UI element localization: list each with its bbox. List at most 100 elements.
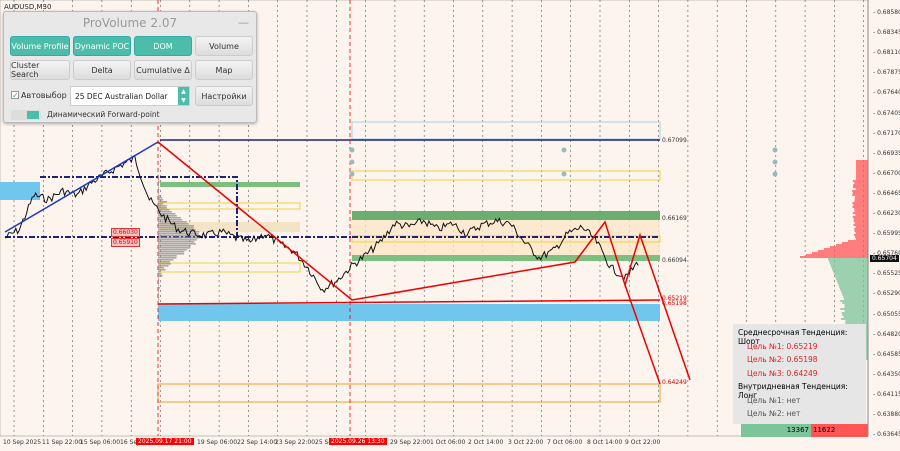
price-tick: - 0.63645 (873, 431, 900, 439)
profile-bar (158, 205, 167, 207)
dom-button[interactable]: DOM (134, 36, 192, 56)
level-label-left2: 0.65910 (111, 238, 140, 247)
time-marker-1[interactable]: 2025.09.17 21:00 (136, 438, 194, 445)
profile-bar (158, 241, 195, 243)
volume-profile-button[interactable]: Volume Profile (10, 36, 70, 56)
buy-volume: 13367 (741, 424, 811, 437)
time-tick: 9 Oct 22:00 (625, 439, 661, 446)
profile-bar (158, 249, 187, 251)
profile-bar (158, 299, 159, 301)
dom-sell-bar (854, 230, 868, 232)
profile-bar (158, 213, 176, 215)
time-tick: 7 Oct 06:00 (547, 439, 583, 446)
dom-sell-bar (852, 192, 868, 194)
dom-sell-bar (852, 180, 868, 182)
dom-buy-bar (828, 260, 868, 262)
intraday-target-1: Цель №1: нет (747, 395, 801, 405)
profile-bar (158, 239, 197, 241)
time-marker-2[interactable]: 2025.09.26 13:30 (329, 438, 387, 445)
dom-buy-bar (832, 268, 868, 270)
profile-bar (158, 177, 159, 179)
instrument-select[interactable]: 25 DEC Australian Dollar ▲ ▼ (70, 86, 190, 106)
minimize-button[interactable]: — (238, 16, 249, 29)
dom-sell-bar (855, 226, 868, 228)
forward-point-toggle[interactable] (11, 110, 41, 120)
time-tick: 15 Sep 06:00 (80, 439, 121, 446)
profile-bar (158, 181, 160, 183)
dom-buy-bar (839, 286, 868, 288)
profile-bar (158, 175, 159, 177)
profile-bar (158, 191, 159, 193)
dom-sell-bar (852, 202, 868, 204)
trendline-red-target (624, 284, 661, 385)
profile-bar (158, 217, 181, 219)
profile-bar (158, 245, 191, 247)
profile-bar (158, 261, 170, 263)
volume-button[interactable]: Volume (195, 36, 253, 56)
dom-buy-bar (834, 274, 868, 276)
profile-bar (158, 209, 170, 211)
autoselect-checkbox[interactable]: ✓ Автовыбор (11, 91, 67, 100)
profile-bar (158, 263, 172, 265)
profile-bar (158, 243, 196, 245)
profile-bar (158, 237, 200, 239)
cumulative-delta-button[interactable]: Cumulative Δ (134, 60, 192, 80)
profile-bar (158, 285, 159, 287)
profile-bar (158, 201, 167, 203)
price-tick: - 0.65290 (873, 290, 900, 298)
settings-button[interactable]: Настройки (195, 86, 253, 106)
chevron-updown-icon: ▲ ▼ (178, 87, 189, 105)
toggle-label: Динамический Forward-point (47, 110, 160, 119)
price-tick: - 0.65055 (873, 310, 900, 318)
instrument-value: 25 DEC Australian Dollar (75, 91, 168, 101)
dom-sell-bar (842, 242, 868, 244)
anchor-dots[interactable] (349, 147, 778, 177)
profile-bar (158, 207, 167, 209)
level-label-red2: 0.65198 (662, 300, 687, 307)
dynamic-poc-button[interactable]: Dynamic POC (73, 36, 131, 56)
trend-info-box: Среднесрочная Тенденция: Шорт Цель №1: 0… (733, 324, 866, 424)
volume-profile-left (158, 175, 200, 301)
map-button[interactable]: Map (195, 60, 253, 80)
price-tick: - 0.67405 (873, 109, 900, 117)
cluster-search-button[interactable]: Cluster Search (10, 60, 70, 80)
dom-sell-bar (852, 194, 868, 196)
price-tick: - 0.68110 (873, 49, 900, 57)
dom-buy-bar (835, 276, 868, 278)
level-label-green-bottom: 0.66094 (662, 257, 687, 264)
profile-bar (158, 221, 187, 223)
level-label-target3: 0.64249 (662, 379, 687, 386)
dom-buy-bar (843, 316, 868, 318)
dom-sell-bar (854, 198, 868, 200)
zone-blue-left (0, 182, 40, 200)
dom-sell-bar (856, 170, 868, 172)
poc-step (40, 176, 238, 237)
profile-bar (158, 281, 159, 283)
dom-sell-bar (812, 252, 868, 254)
profile-bar (158, 247, 191, 249)
profile-bar (158, 231, 200, 233)
dom-buy-bar (841, 292, 868, 294)
delta-button[interactable]: Delta (73, 60, 131, 80)
dom-buy-bar (840, 318, 868, 320)
profile-bar (158, 277, 159, 279)
level-label-left1: 0.66030 (111, 228, 140, 237)
dom-sell-bar (856, 164, 868, 166)
dom-buy-bar (844, 306, 868, 308)
dom-buy-bar (831, 266, 868, 268)
time-tick: 8 Oct 14:00 (587, 439, 623, 446)
level-label-red1: 0.65219 (662, 295, 687, 302)
medium-target-3: Цель №3: 0.64249 (747, 368, 818, 378)
provolume-panel[interactable]: ProVolume 2.07 — Volume Profile Dynamic … (3, 11, 257, 123)
dom-sell-bar (836, 244, 868, 246)
trendline-blue (4, 141, 159, 233)
zone-beige-left (160, 222, 300, 232)
price-tick: - 0.64350 (873, 370, 900, 378)
medium-target-2: Цель №2: 0.65198 (747, 355, 818, 364)
time-tick: 1 Oct 06:00 (430, 439, 466, 446)
profile-bar (158, 185, 159, 187)
level-red-65219 (157, 299, 661, 305)
dom-buy-bar (838, 284, 868, 286)
profile-bar (158, 219, 183, 221)
